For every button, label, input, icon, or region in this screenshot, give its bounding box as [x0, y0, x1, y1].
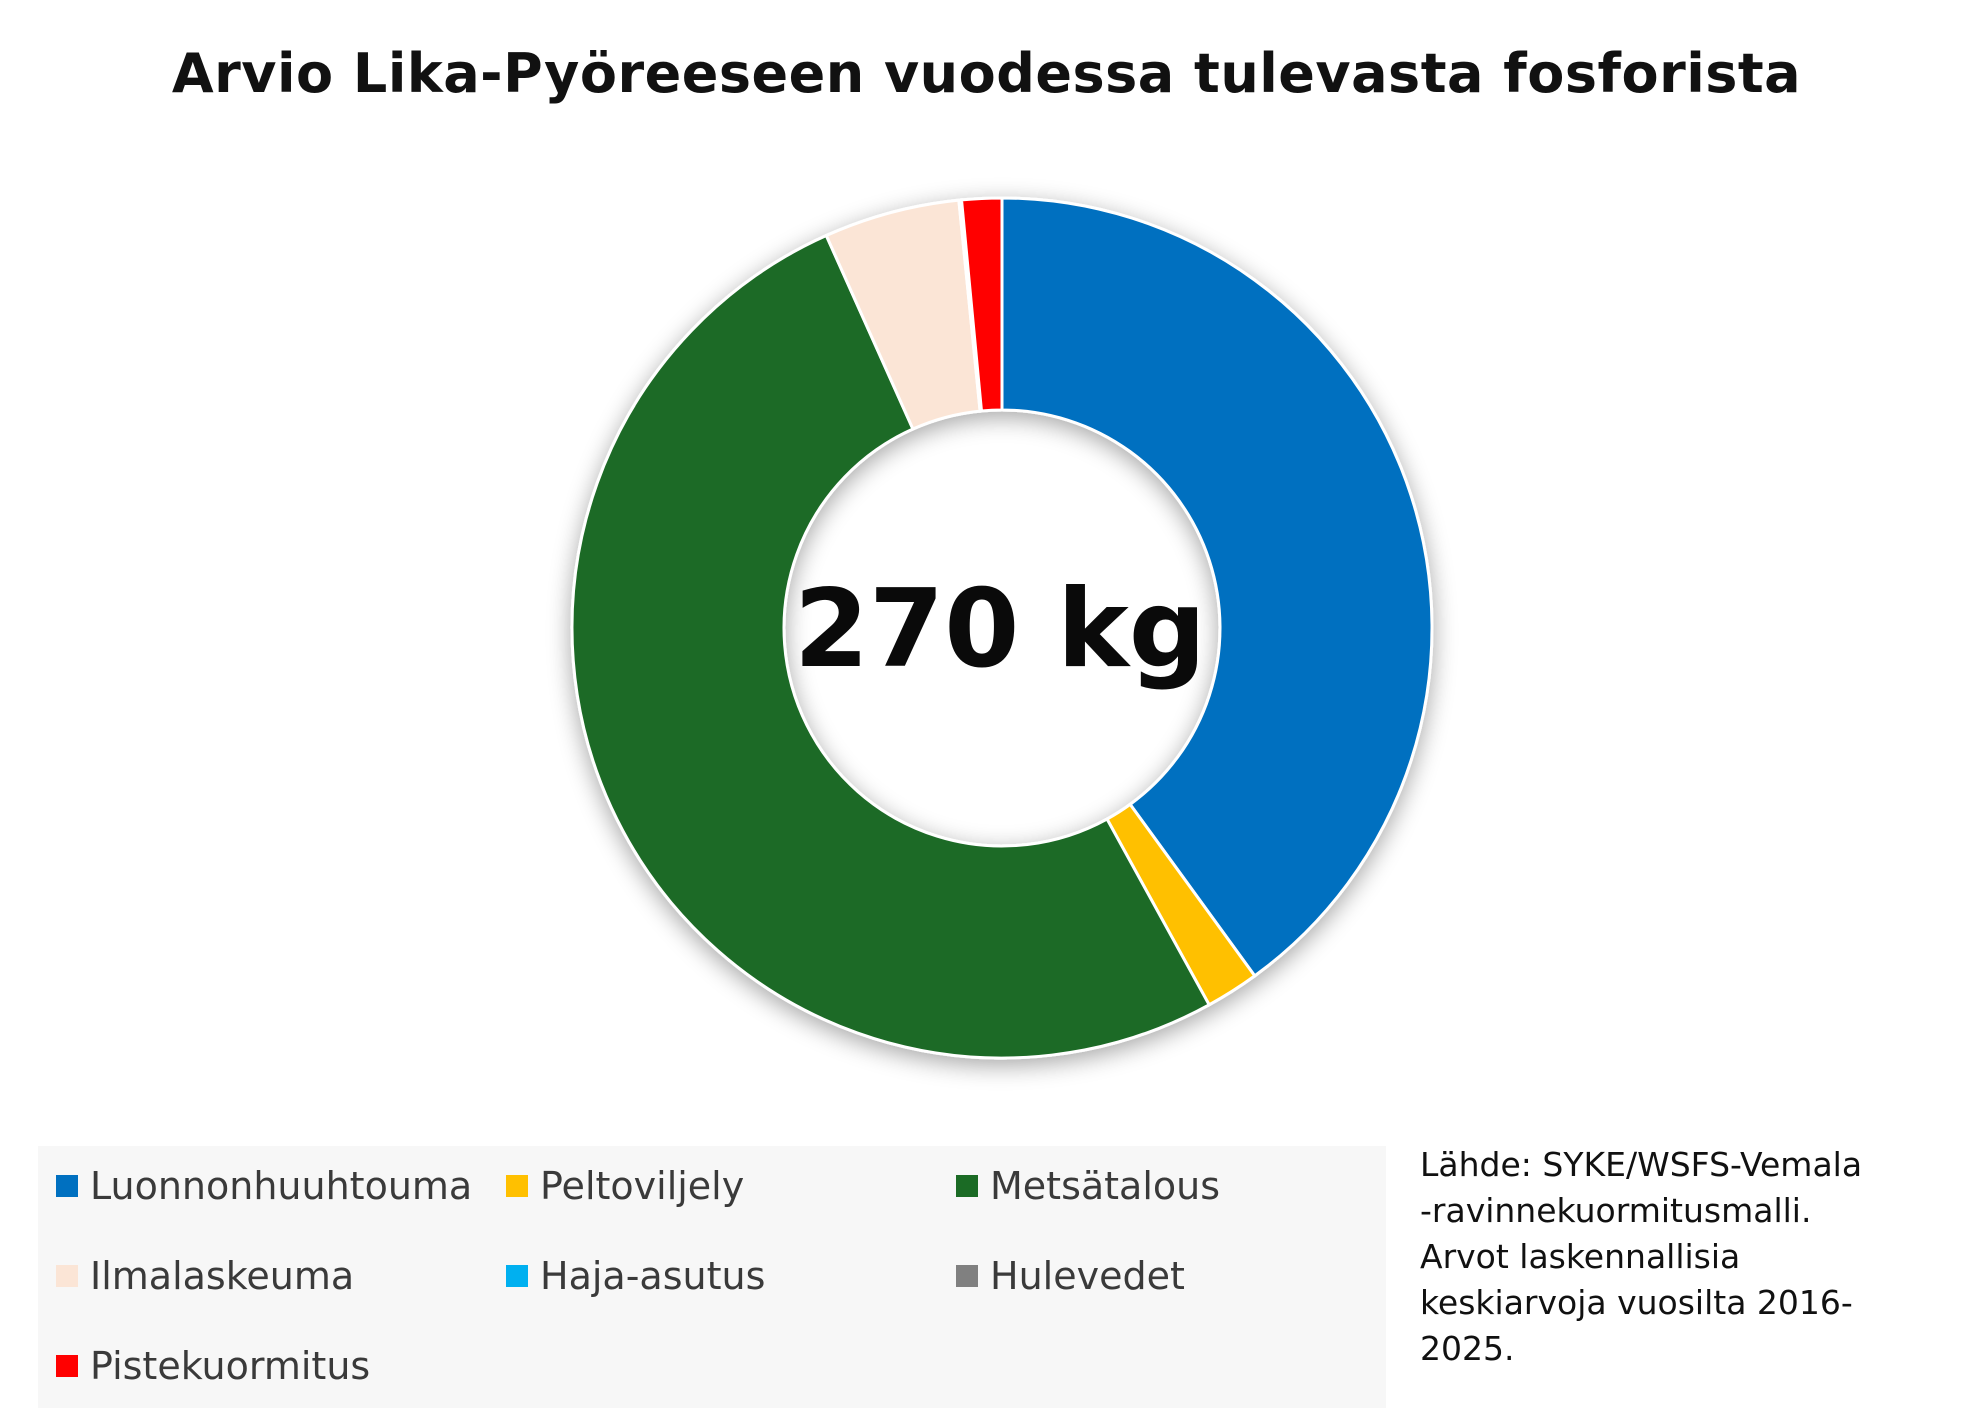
source-note: Lähde: SYKE/WSFS-Vemala -ravinnekuormitu…: [1420, 1142, 1940, 1372]
slice-metsatalous: [570, 233, 1212, 1060]
source-line: -ravinnekuormitusmalli.: [1420, 1191, 1812, 1230]
legend-label: Hulevedet: [990, 1254, 1185, 1298]
legend-label: Metsätalous: [990, 1164, 1221, 1208]
legend-item-pistekuormitus: Pistekuormitus: [56, 1336, 370, 1396]
legend-item-peltoviljely: Peltoviljely: [506, 1156, 744, 1216]
donut-chart: [570, 196, 1434, 1060]
legend-item-luonnonhuuhtouma: Luonnonhuuhtouma: [56, 1156, 472, 1216]
source-line: Lähde: SYKE/WSFS-Vemala: [1420, 1145, 1863, 1184]
slice-luonnonhuuhtouma: [1000, 196, 1434, 978]
legend-item-haja-asutus: Haja-asutus: [506, 1246, 765, 1306]
legend-swatch: [956, 1265, 978, 1287]
source-line: 2025.: [1420, 1329, 1515, 1368]
legend-label: Ilmalaskeuma: [90, 1254, 355, 1298]
legend-item-metsatalous: Metsätalous: [956, 1156, 1220, 1216]
source-line: Arvot laskennallisia: [1420, 1237, 1741, 1276]
legend-swatch: [956, 1175, 978, 1197]
legend-swatch: [56, 1265, 78, 1287]
legend-swatch: [56, 1355, 78, 1377]
legend-swatch: [56, 1175, 78, 1197]
legend-swatch: [506, 1175, 528, 1197]
total-label: 270 kg: [793, 567, 1207, 692]
legend-item-ilmalaskeuma: Ilmalaskeuma: [56, 1246, 354, 1306]
slice-pistekuormitus: [959, 196, 1004, 413]
legend: Luonnonhuuhtouma Peltoviljely Metsätalou…: [38, 1146, 1386, 1408]
chart-title: Arvio Lika-Pyöreeseen vuodessa tulevasta…: [171, 42, 1802, 105]
source-line: keskiarvoja vuosilta 2016-: [1420, 1283, 1853, 1322]
legend-label: Peltoviljely: [540, 1164, 745, 1208]
legend-item-hulevedet: Hulevedet: [956, 1246, 1185, 1306]
legend-swatch: [506, 1265, 528, 1287]
legend-label: Haja-asutus: [540, 1254, 766, 1298]
legend-label: Luonnonhuuhtouma: [90, 1164, 473, 1208]
legend-label: Pistekuormitus: [90, 1344, 371, 1388]
